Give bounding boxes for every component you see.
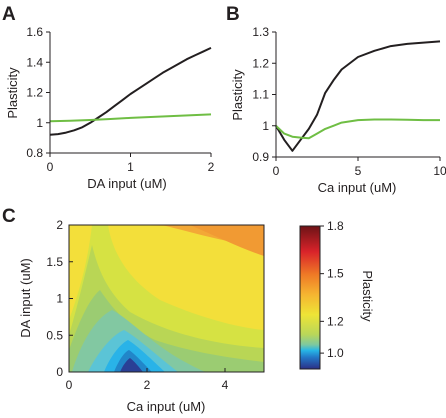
panel-a-series-black-line (49, 46, 212, 136)
colorbar: 1.0 1.2 1.5 1.8 Plasticity (299, 219, 375, 370)
panel-a-y-label: Plasticity (5, 67, 20, 119)
panel-c-y-label: DA input (uM) (18, 258, 33, 337)
colorbar-tick-label: 1.0 (327, 346, 344, 360)
colorbar-label: Plasticity (360, 270, 375, 322)
panel-c: C 0 2 4 0 0.5 1 1.5 2 Ca input (uM) DA input (u… (2, 206, 375, 414)
panel-b-y-tick-label: 1.2 (252, 56, 269, 70)
panel-a-series-green-line (49, 113, 212, 123)
panel-b-y-label: Plasticity (230, 69, 245, 121)
panel-a-ticks: 0 1 2 0.8 1 1.2 1.4 1.6 (26, 25, 214, 174)
panel-c-y-tick-label: 0 (56, 365, 63, 379)
panel-c-x-label: Ca input (uM) (127, 399, 206, 414)
panel-c-x-tick-label: 2 (144, 378, 151, 392)
panel-b: B 0 5 10 0.9 1 1.1 1.2 1.3 Ca input (uM) Plasti… (226, 4, 446, 195)
panel-a-x-tick-label: 1 (127, 160, 134, 174)
panel-a-y-tick-label: 1.2 (26, 86, 43, 100)
colorbar-tick-label: 1.8 (327, 219, 344, 233)
panel-a: A 0 1 2 0.8 1 1.2 1.4 1.6 DA input (uM) Plastic… (2, 4, 215, 191)
panel-a-x-tick-label: 2 (208, 160, 215, 174)
panel-a-letter: A (2, 4, 16, 25)
panel-a-x-label: DA input (uM) (87, 176, 166, 191)
panel-b-x-tick-label: 5 (355, 164, 362, 178)
panel-b-plot-area (275, 32, 441, 158)
panel-c-y-tick-label: 1 (56, 292, 63, 306)
panel-a-series-group (49, 46, 212, 136)
panel-c-y-tick-label: 0.5 (46, 328, 63, 342)
panel-b-series-green-line (275, 118, 440, 140)
colorbar-tick-label: 1.2 (327, 314, 344, 328)
heatmap-contour-deep-orange (190, 225, 264, 256)
panel-b-series-black-line (275, 40, 441, 152)
panel-b-y-tick-label: 0.9 (252, 150, 269, 164)
panel-b-y-tick-label: 1 (262, 119, 269, 133)
panel-a-y-tick-label: 0.8 (26, 146, 43, 160)
panel-b-y-tick-label: 1.3 (252, 25, 269, 39)
panel-c-x-tick-label: 4 (222, 378, 229, 392)
panel-a-y-tick-label: 1.4 (26, 55, 43, 69)
panel-c-heatmap (69, 225, 264, 372)
panel-b-y-tick-label: 1.1 (252, 88, 269, 102)
colorbar-gradient (299, 225, 321, 370)
panel-b-ticks: 0 5 10 0.9 1 1.1 1.2 1.3 (252, 25, 446, 178)
panel-a-x-tick-label: 0 (47, 160, 54, 174)
panel-c-y-tick-label: 1.5 (46, 255, 63, 269)
panel-b-x-label: Ca input (uM) (318, 180, 397, 195)
panel-a-y-tick-label: 1 (36, 116, 43, 130)
heatmap-contour-navy (120, 358, 143, 372)
panel-c-y-tick-label: 2 (56, 218, 63, 232)
panel-b-letter: B (226, 4, 240, 25)
colorbar-ticks: 1.0 1.2 1.5 1.8 (320, 219, 344, 360)
panel-b-x-tick-label: 10 (433, 164, 446, 178)
panel-a-y-tick-label: 1.6 (26, 25, 43, 39)
panel-c-ticks: 0 2 4 0 0.5 1 1.5 2 (46, 218, 228, 392)
panel-a-plot-area (49, 32, 212, 154)
panel-c-x-tick-label: 0 (66, 378, 73, 392)
colorbar-tick-label: 1.5 (327, 267, 344, 281)
panel-c-letter: C (2, 206, 16, 227)
panel-b-x-tick-label: 0 (273, 164, 280, 178)
panel-b-series-group (275, 40, 441, 152)
